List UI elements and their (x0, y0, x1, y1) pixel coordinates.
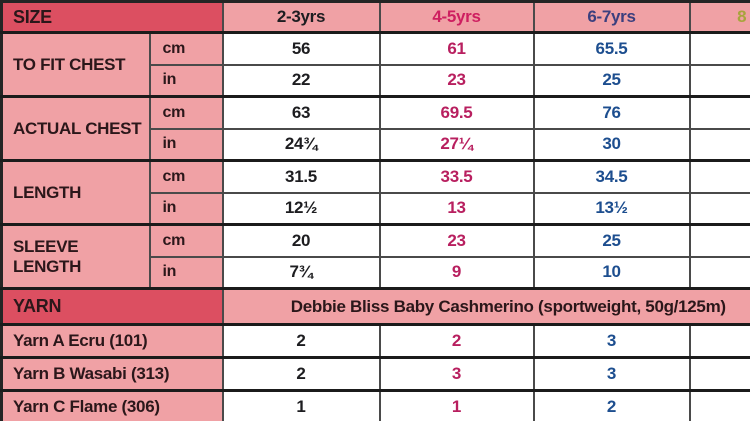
value-cell: 1 (221, 389, 381, 421)
value-cell: 23 (378, 223, 535, 258)
value-cell: 61 (378, 31, 535, 66)
value-cell: 3 (532, 323, 691, 359)
value-cell (688, 159, 750, 194)
value-cell: 25 (532, 63, 691, 98)
row-label-yarn-a: Yarn A Ecru (101) (0, 323, 224, 359)
table-row: Yarn B Wasabi (313) 2 3 3 (0, 356, 750, 392)
table-row: LENGTH cm 31.5 33.5 34.5 (0, 159, 750, 226)
value-cell (688, 95, 750, 130)
value-cell: 13½ (532, 191, 691, 226)
row-label-sleeve-length: SLEEVE LENGTH (0, 223, 151, 290)
value-cell: 25 (532, 223, 691, 258)
unit-cell: in (148, 127, 224, 162)
yarn-header-row: YARN Debbie Bliss Baby Cashmerino (sport… (0, 287, 750, 326)
table-row: in 22 23 25 (2, 63, 750, 98)
value-cell: 2 (378, 323, 535, 359)
unit-cell: in (148, 191, 224, 226)
unit-cell: in (148, 255, 224, 290)
value-cell: 3 (378, 356, 535, 392)
value-cell (688, 255, 750, 290)
value-cell (688, 127, 750, 162)
value-cell (688, 323, 750, 359)
value-cell: 34.5 (532, 159, 691, 194)
value-cell: 30 (532, 127, 691, 162)
table-row: TO FIT CHEST cm 56 61 65.5 (0, 31, 750, 98)
value-cell: 2 (532, 389, 691, 421)
value-cell: 65.5 (532, 31, 691, 66)
table-row: SLEEVE LENGTH cm 20 23 25 (0, 223, 750, 290)
value-cell (688, 356, 750, 392)
value-cell: 63 (221, 95, 381, 130)
row-label-yarn-b: Yarn B Wasabi (313) (0, 356, 224, 392)
value-cell: 2 (221, 356, 381, 392)
table-row: ACTUAL CHEST cm 63 69.5 76 (0, 95, 750, 162)
unit-cell: cm (148, 31, 224, 66)
col-header-partial: 8 (688, 0, 750, 34)
value-cell: 31.5 (221, 159, 381, 194)
table-row: in 12½ 13 13½ (2, 191, 750, 226)
table-header-row: SIZE 2-3yrs 4-5yrs 6-7yrs 8 (0, 0, 750, 34)
value-cell: 13 (378, 191, 535, 226)
row-label-actual-chest: ACTUAL CHEST (0, 95, 151, 162)
value-cell: 33.5 (378, 159, 535, 194)
yarn-header-cell: YARN (0, 287, 224, 326)
unit-cell: cm (148, 95, 224, 130)
row-label-yarn-c: Yarn C Flame (306) (0, 389, 224, 421)
value-cell: 69.5 (378, 95, 535, 130)
value-cell: 3 (532, 356, 691, 392)
row-label-to-fit-chest: TO FIT CHEST (0, 31, 151, 98)
unit-cell: cm (148, 223, 224, 258)
value-cell: 56 (221, 31, 381, 66)
col-header-6-7yrs: 6-7yrs (532, 0, 691, 34)
value-cell: 10 (532, 255, 691, 290)
value-cell: 20 (221, 223, 381, 258)
value-cell (688, 63, 750, 98)
value-cell: 76 (532, 95, 691, 130)
table-row: Yarn A Ecru (101) 2 2 3 (0, 323, 750, 359)
col-header-4-5yrs: 4-5yrs (378, 0, 535, 34)
col-header-2-3yrs: 2-3yrs (221, 0, 381, 34)
value-cell: 12½ (221, 191, 381, 226)
value-cell (688, 191, 750, 226)
table-row: Yarn C Flame (306) 1 1 2 (0, 389, 750, 421)
unit-cell: cm (148, 159, 224, 194)
value-cell: 23 (378, 63, 535, 98)
value-cell: 2 (221, 323, 381, 359)
table-row: in 24¾ 27¼ 30 (2, 127, 750, 162)
value-cell: 7¾ (221, 255, 381, 290)
size-header-cell: SIZE (0, 0, 224, 34)
row-label-length: LENGTH (0, 159, 151, 226)
value-cell: 27¼ (378, 127, 535, 162)
value-cell: 24¾ (221, 127, 381, 162)
yarn-info-cell: Debbie Bliss Baby Cashmerino (sportweigh… (221, 287, 750, 326)
value-cell: 1 (378, 389, 535, 421)
value-cell (688, 223, 750, 258)
table-row: in 7¾ 9 10 (2, 255, 750, 290)
value-cell (688, 389, 750, 421)
value-cell: 22 (221, 63, 381, 98)
value-cell: 9 (378, 255, 535, 290)
unit-cell: in (148, 63, 224, 98)
value-cell (688, 31, 750, 66)
